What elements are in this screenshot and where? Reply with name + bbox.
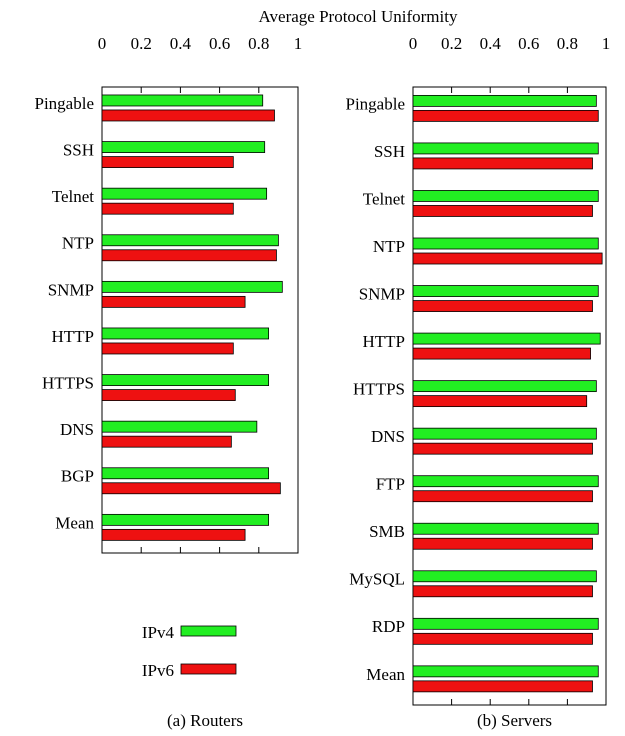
bar	[412, 380, 597, 393]
bar	[412, 285, 599, 297]
legend-label: IPv4	[142, 623, 175, 642]
bar	[101, 389, 236, 401]
x-tick-label: 0.6	[209, 34, 230, 53]
bar	[412, 300, 593, 312]
bar	[412, 190, 599, 202]
bar	[412, 427, 597, 440]
bar	[412, 347, 591, 360]
y-tick-label: NTP	[373, 237, 405, 256]
y-tick-label: BGP	[61, 467, 94, 486]
legend-swatch	[180, 663, 237, 675]
x-tick-label: 1	[602, 34, 611, 53]
x-tick-label: 0.2	[441, 34, 462, 53]
bar	[101, 295, 246, 308]
bar	[101, 435, 232, 448]
y-tick-label: SNMP	[48, 280, 94, 299]
legend-swatch	[180, 625, 237, 637]
bar	[412, 94, 597, 107]
bar	[412, 665, 599, 678]
caption: (b) Servers	[477, 711, 552, 730]
bar	[101, 482, 281, 495]
x-tick-label: 1	[294, 34, 303, 53]
y-tick-label: SSH	[374, 142, 405, 161]
x-tick-label: 0	[409, 34, 418, 53]
bar	[412, 537, 593, 550]
bar	[101, 187, 268, 200]
bar	[412, 142, 599, 155]
bar	[412, 157, 593, 170]
bar	[101, 141, 266, 153]
bar	[412, 680, 593, 693]
bar	[101, 249, 277, 262]
bar	[412, 205, 593, 217]
x-tick-label: 0.2	[131, 34, 152, 53]
bar	[412, 395, 588, 408]
y-tick-label: HTTP	[52, 327, 95, 346]
legend-label: IPv6	[142, 661, 174, 680]
bar	[101, 513, 270, 526]
bar	[101, 234, 279, 247]
bar	[101, 342, 234, 355]
bar	[412, 490, 593, 503]
y-tick-label: HTTP	[363, 332, 406, 351]
bar	[412, 585, 593, 598]
y-tick-label: DNS	[371, 427, 405, 446]
bar	[101, 374, 270, 386]
bar	[101, 327, 270, 340]
y-tick-label: Telnet	[363, 189, 406, 208]
y-tick-label: HTTPS	[42, 373, 94, 392]
y-tick-label: FTP	[376, 475, 405, 494]
x-tick-label: 0.6	[518, 34, 539, 53]
y-tick-label: Mean	[55, 513, 94, 532]
y-tick-label: MySQL	[349, 570, 405, 589]
y-tick-label: Mean	[366, 665, 405, 684]
bar	[412, 632, 593, 645]
bar	[101, 94, 264, 107]
bar	[412, 570, 597, 583]
bar	[412, 522, 599, 535]
bar	[101, 528, 246, 541]
chart-title: Average Protocol Uniformity	[259, 7, 458, 26]
y-tick-label: NTP	[62, 234, 94, 253]
x-tick-label: 0.8	[248, 34, 269, 53]
y-tick-label: SSH	[63, 140, 94, 159]
bar	[412, 252, 603, 265]
bar	[412, 617, 599, 630]
y-tick-label: DNS	[60, 420, 94, 439]
y-tick-label: Telnet	[52, 187, 95, 206]
plot-frame	[101, 86, 299, 554]
x-tick-label: 0.8	[557, 34, 578, 53]
caption: (a) Routers	[167, 711, 243, 730]
bar	[412, 442, 593, 455]
bar	[412, 237, 599, 250]
bar	[101, 467, 270, 480]
bar	[412, 475, 599, 488]
x-tick-label: 0.4	[170, 34, 192, 53]
bar	[101, 202, 234, 215]
y-tick-label: RDP	[372, 617, 405, 636]
y-tick-label: HTTPS	[353, 380, 405, 399]
bar	[101, 280, 283, 293]
x-tick-label: 0.4	[480, 34, 502, 53]
y-tick-label: Pingable	[35, 94, 95, 113]
bar	[101, 420, 258, 433]
y-tick-label: SMB	[369, 522, 405, 541]
bar	[101, 109, 275, 122]
y-tick-label: Pingable	[346, 94, 406, 113]
bar	[412, 332, 601, 345]
bar	[412, 109, 599, 122]
x-tick-label: 0	[98, 34, 107, 53]
bar	[101, 156, 234, 168]
y-tick-label: SNMP	[359, 284, 405, 303]
